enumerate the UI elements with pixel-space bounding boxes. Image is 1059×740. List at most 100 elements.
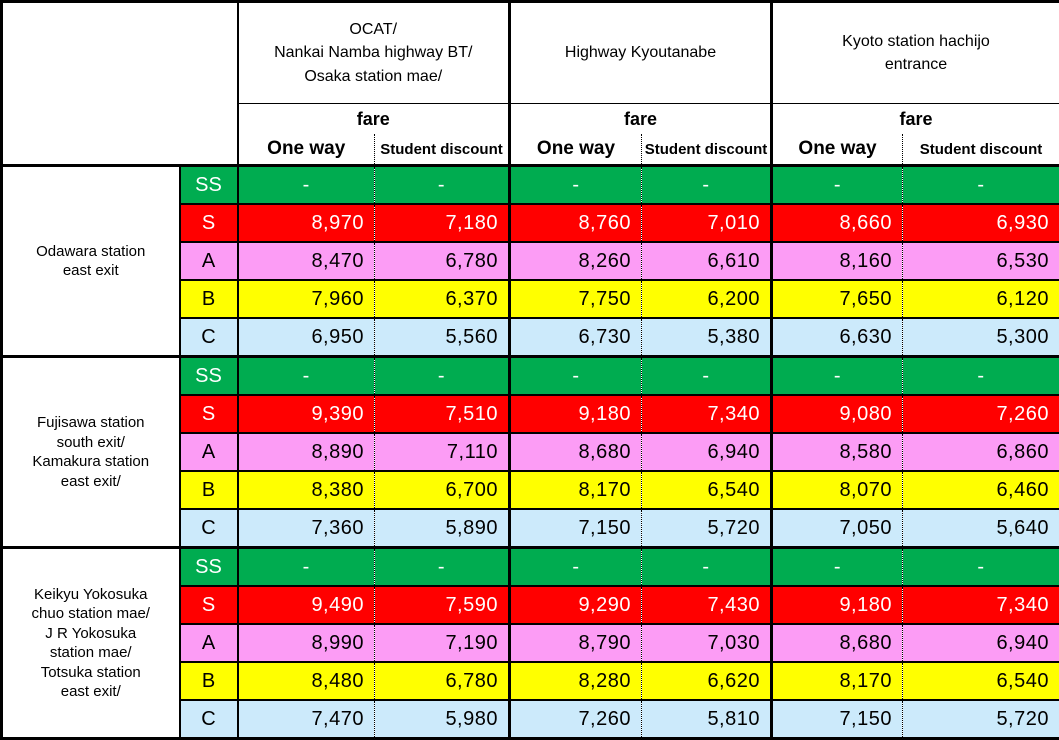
fare-oneway-cell: 8,790 xyxy=(510,624,642,662)
fare-student-cell: 5,560 xyxy=(375,318,510,357)
fare-student-cell: 6,780 xyxy=(375,242,510,280)
seat-class-label-s: S xyxy=(180,204,238,242)
fare-oneway-cell: 7,960 xyxy=(238,280,375,318)
fare-student-cell: 5,980 xyxy=(375,700,510,739)
fare-oneway-cell: 8,380 xyxy=(238,471,375,509)
fare-student-cell: 7,340 xyxy=(903,586,1059,624)
seat-class-label-ss: SS xyxy=(180,548,238,587)
fare-student-cell: 6,930 xyxy=(903,204,1059,242)
fare-student-cell: 6,940 xyxy=(903,624,1059,662)
fare-oneway-cell: 7,650 xyxy=(772,280,903,318)
fare-oneway-cell: 8,990 xyxy=(238,624,375,662)
fare-student-cell: 5,890 xyxy=(375,509,510,548)
fare-oneway-cell: 6,730 xyxy=(510,318,642,357)
fare-oneway-cell: 8,480 xyxy=(238,662,375,700)
fare-student-cell: 7,110 xyxy=(375,433,510,471)
fare-student-cell: - xyxy=(642,548,772,587)
fare-student-cell: - xyxy=(903,166,1059,205)
destination-header-row: OCAT/ Nankai Namba highway BT/ Osaka sta… xyxy=(2,2,1059,104)
fare-student-cell: - xyxy=(642,357,772,396)
fare-oneway-cell: 8,580 xyxy=(772,433,903,471)
seat-class-label-a: A xyxy=(180,433,238,471)
seat-class-label-b: B xyxy=(180,471,238,509)
fare-student-cell: - xyxy=(375,548,510,587)
fare-oneway-cell: 9,290 xyxy=(510,586,642,624)
fare-student-cell: 7,190 xyxy=(375,624,510,662)
fare-oneway-cell: 9,390 xyxy=(238,395,375,433)
fare-student-cell: - xyxy=(375,357,510,396)
fare-student-cell: 6,610 xyxy=(642,242,772,280)
student-discount-header-osaka: Student discount xyxy=(375,134,510,166)
fare-oneway-cell: - xyxy=(772,357,903,396)
seat-class-label-b: B xyxy=(180,280,238,318)
fare-oneway-cell: 8,660 xyxy=(772,204,903,242)
origin-station-label-group3: Keikyu Yokosuka chuo station mae/ J R Yo… xyxy=(2,548,180,739)
fare-oneway-cell: 6,950 xyxy=(238,318,375,357)
fare-oneway-cell: 7,750 xyxy=(510,280,642,318)
fare-oneway-cell: 8,280 xyxy=(510,662,642,700)
fare-student-cell: 6,620 xyxy=(642,662,772,700)
fare-oneway-cell: 7,150 xyxy=(510,509,642,548)
seat-class-label-c: C xyxy=(180,509,238,548)
fare-oneway-cell: 8,260 xyxy=(510,242,642,280)
fare-label-osaka: fare xyxy=(238,104,510,135)
fare-oneway-cell: 8,680 xyxy=(772,624,903,662)
fare-student-cell: 5,720 xyxy=(903,700,1059,739)
fare-student-cell: 5,720 xyxy=(642,509,772,548)
fare-student-cell: 7,510 xyxy=(375,395,510,433)
oneway-header-kyoto: One way xyxy=(772,134,903,166)
seat-class-label-a: A xyxy=(180,624,238,662)
fare-student-cell: 7,260 xyxy=(903,395,1059,433)
destination-header-osaka: OCAT/ Nankai Namba highway BT/ Osaka sta… xyxy=(238,2,510,104)
fare-student-cell: 6,460 xyxy=(903,471,1059,509)
fare-student-cell: 7,180 xyxy=(375,204,510,242)
fare-oneway-cell: - xyxy=(510,166,642,205)
fare-student-cell: - xyxy=(903,357,1059,396)
fare-oneway-cell: - xyxy=(510,548,642,587)
seat-class-label-c: C xyxy=(180,700,238,739)
fare-oneway-cell: - xyxy=(772,548,903,587)
fare-oneway-cell: - xyxy=(238,548,375,587)
fare-student-cell: 6,540 xyxy=(642,471,772,509)
fare-oneway-cell: 7,360 xyxy=(238,509,375,548)
seat-class-label-s: S xyxy=(180,395,238,433)
fare-oneway-cell: 9,180 xyxy=(510,395,642,433)
fare-student-cell: - xyxy=(903,548,1059,587)
fare-oneway-cell: - xyxy=(772,166,903,205)
fare-student-cell: - xyxy=(375,166,510,205)
fare-student-cell: 6,940 xyxy=(642,433,772,471)
destination-header-kyoto: Kyoto station hachijo entrance xyxy=(772,2,1059,104)
fare-oneway-cell: 8,070 xyxy=(772,471,903,509)
fare-oneway-cell: - xyxy=(238,357,375,396)
destination-header-kyoutanabe: Highway Kyoutanabe xyxy=(510,2,772,104)
seat-class-label-b: B xyxy=(180,662,238,700)
oneway-header-osaka: One way xyxy=(238,134,375,166)
origin-station-label-group1: Odawara station east exit xyxy=(2,166,180,357)
fare-oneway-cell: 7,470 xyxy=(238,700,375,739)
fare-oneway-cell: 8,160 xyxy=(772,242,903,280)
student-discount-header-kyoto: Student discount xyxy=(903,134,1059,166)
fare-student-cell: 5,640 xyxy=(903,509,1059,548)
fare-oneway-cell: - xyxy=(510,357,642,396)
fare-oneway-cell: 8,760 xyxy=(510,204,642,242)
fare-oneway-cell: - xyxy=(238,166,375,205)
fare-student-cell: 6,700 xyxy=(375,471,510,509)
fare-student-cell: 5,380 xyxy=(642,318,772,357)
fare-student-cell: - xyxy=(642,166,772,205)
fare-oneway-cell: 8,680 xyxy=(510,433,642,471)
corner-cell xyxy=(2,2,238,166)
fare-student-cell: 5,300 xyxy=(903,318,1059,357)
fare-oneway-cell: 7,260 xyxy=(510,700,642,739)
fare-student-cell: 7,010 xyxy=(642,204,772,242)
oneway-header-kyoutanabe: One way xyxy=(510,134,642,166)
fare-student-cell: 6,530 xyxy=(903,242,1059,280)
seat-class-label-ss: SS xyxy=(180,357,238,396)
seat-class-label-c: C xyxy=(180,318,238,357)
fare-label-kyoutanabe: fare xyxy=(510,104,772,135)
fare-oneway-cell: 7,150 xyxy=(772,700,903,739)
fare-oneway-cell: 8,170 xyxy=(772,662,903,700)
origin-station-label-group2: Fujisawa station south exit/ Kamakura st… xyxy=(2,357,180,548)
fare-row-ss-group3: Keikyu Yokosuka chuo station mae/ J R Yo… xyxy=(2,548,1059,587)
